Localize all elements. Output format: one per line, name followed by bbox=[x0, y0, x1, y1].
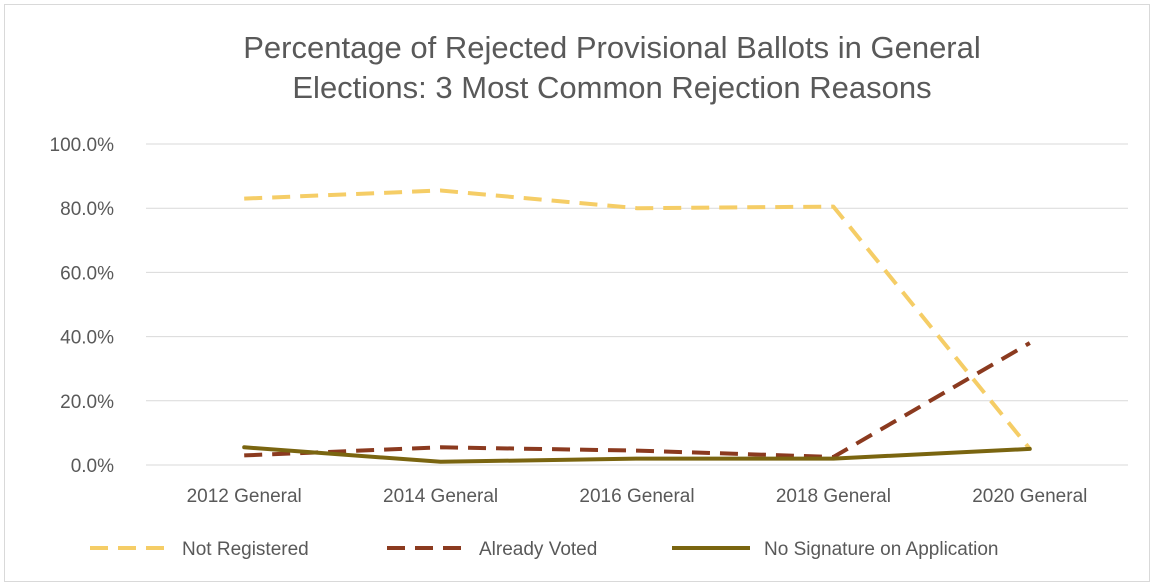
series-line-already-voted bbox=[244, 341, 1031, 459]
y-tick-label: 100.0% bbox=[50, 135, 115, 156]
y-tick-label: 20.0% bbox=[60, 392, 114, 413]
x-axis-tick-labels: 2012 General 2014 General 2016 General 2018… bbox=[187, 486, 1088, 507]
x-tick-label: 2012 General bbox=[187, 486, 302, 507]
chart-title-line-1: Percentage of Rejected Provisional Ballo… bbox=[243, 30, 981, 65]
x-tick-label: 2018 General bbox=[776, 486, 891, 507]
chart-frame bbox=[4, 4, 1150, 582]
chart-title: Percentage of Rejected Provisional Ballo… bbox=[243, 30, 981, 105]
x-tick-label: 2016 General bbox=[579, 486, 694, 507]
y-tick-label: 80.0% bbox=[60, 199, 114, 220]
y-tick-label: 60.0% bbox=[60, 263, 114, 284]
chart-title-line-2: Elections: 3 Most Common Rejection Reaso… bbox=[292, 70, 931, 105]
legend-label: No Signature on Application bbox=[764, 539, 999, 560]
x-tick-label: 2020 General bbox=[972, 486, 1087, 507]
y-axis-tick-labels: 0.0% 20.0% 40.0% 60.0% 80.0% 100.0% bbox=[50, 135, 115, 477]
series-line-not-registered bbox=[244, 188, 1032, 451]
y-tick-label: 0.0% bbox=[71, 456, 114, 477]
y-tick-label: 40.0% bbox=[60, 328, 114, 349]
gridlines bbox=[146, 143, 1128, 466]
series-line-no-signature-on-application bbox=[242, 445, 1032, 464]
series-lines bbox=[242, 188, 1032, 464]
legend-label: Not Registered bbox=[182, 539, 309, 560]
legend: Not Registered Already Voted No Signature … bbox=[90, 539, 999, 560]
x-tick-label: 2014 General bbox=[383, 486, 498, 507]
legend-label: Already Voted bbox=[479, 539, 597, 560]
